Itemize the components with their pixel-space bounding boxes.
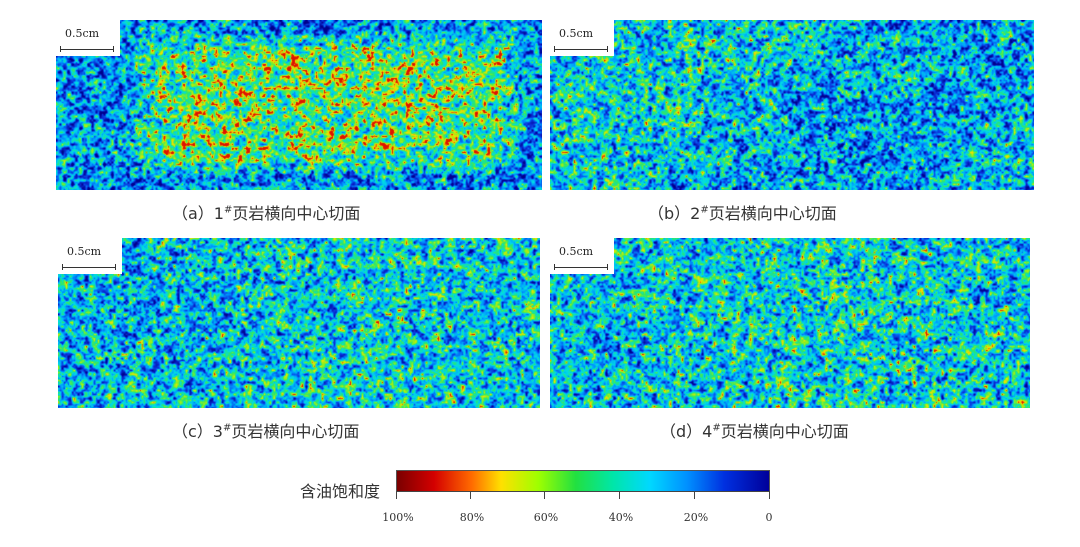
caption-c: （c）3#页岩横向中心切面 (172, 422, 360, 441)
legend-title: 含油饱和度 (300, 482, 381, 501)
saturation-map-c (58, 238, 540, 408)
legend-tick-80: 80% (459, 511, 485, 524)
scale-bar-d: 0.5cm (550, 238, 614, 274)
saturation-map-b (550, 20, 1034, 190)
legend-tick-40: 40% (608, 511, 634, 524)
caption-a: （a）1#页岩横向中心切面 (172, 204, 361, 223)
scale-bar-line-a (60, 46, 114, 52)
scale-label-a: 0.5cm (65, 27, 100, 40)
scale-bar-line-d (554, 264, 608, 270)
panel-b: 0.5cm (550, 20, 1034, 190)
scale-label-c: 0.5cm (67, 245, 102, 258)
legend-tick-60: 60% (533, 511, 559, 524)
legend-ticks (396, 491, 770, 501)
scale-bar-c: 0.5cm (58, 238, 122, 274)
panel-a: 0.5cm (56, 20, 542, 190)
legend-tick-100: 100% (382, 511, 414, 524)
caption-b: （b）2#页岩横向中心切面 (648, 204, 837, 223)
legend-tick-20: 20% (683, 511, 709, 524)
scale-bar-b: 0.5cm (550, 20, 614, 56)
scale-label-d: 0.5cm (559, 245, 594, 258)
caption-d: （d）4#页岩横向中心切面 (660, 422, 849, 441)
legend-tick-0: 0 (765, 511, 773, 524)
scale-label-b: 0.5cm (559, 27, 594, 40)
legend-colorbar (396, 470, 770, 492)
scale-bar-a: 0.5cm (56, 20, 120, 56)
scale-bar-line-b (554, 46, 608, 52)
saturation-map-d (550, 238, 1030, 408)
panel-d: 0.5cm (550, 238, 1030, 408)
saturation-map-a (56, 20, 542, 190)
panel-c: 0.5cm (58, 238, 540, 408)
scale-bar-line-c (62, 264, 116, 270)
